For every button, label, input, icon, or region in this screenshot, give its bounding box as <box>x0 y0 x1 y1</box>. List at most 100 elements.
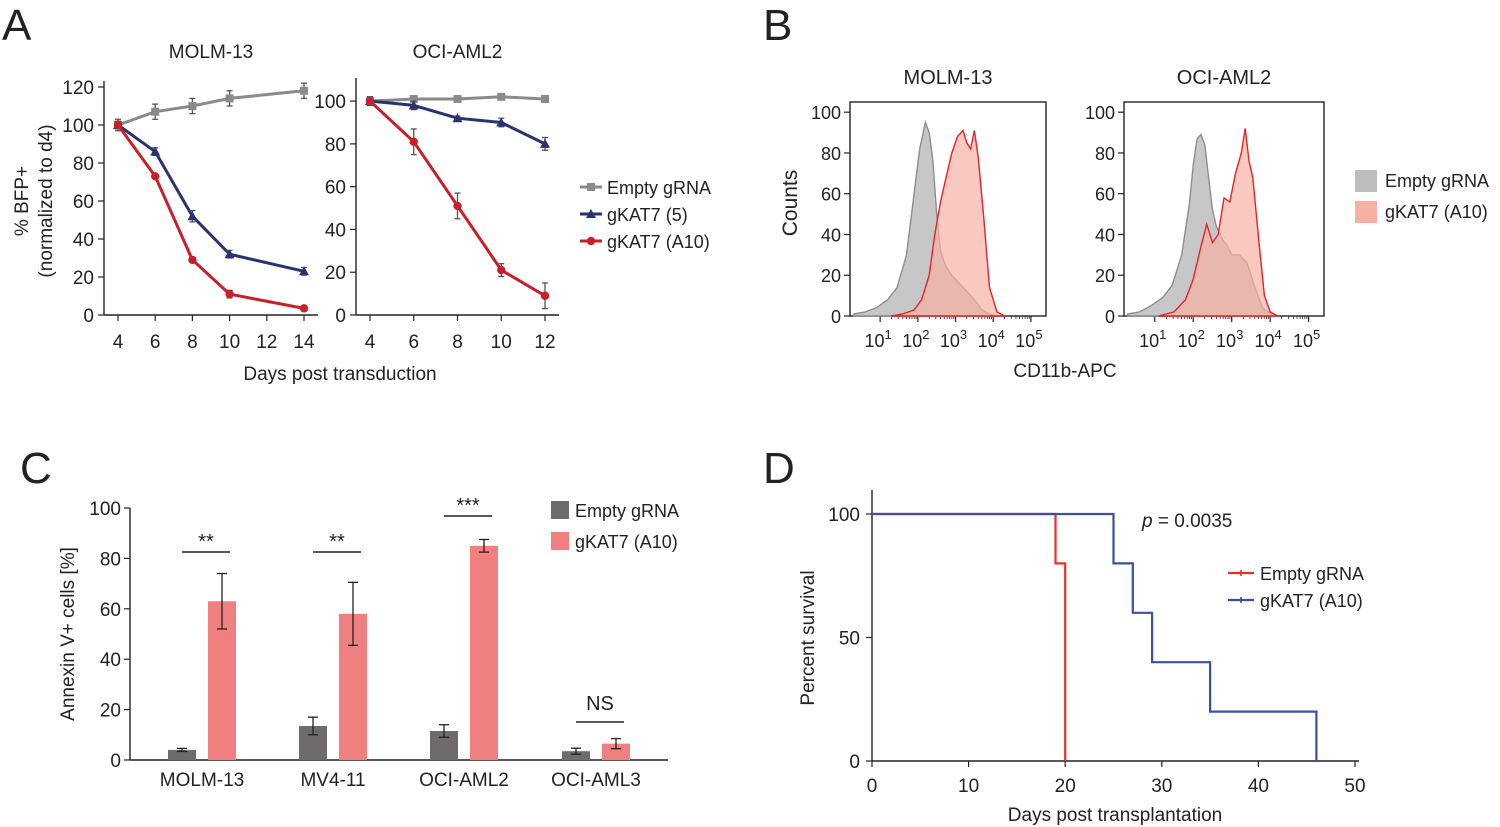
panel-a-ociaml2-plot: 4 6 8 10 12 0 20 40 60 80 100 OCI-AML2 <box>314 42 559 353</box>
x-tick-label: 101 <box>1139 327 1166 351</box>
legend-label: gKAT7 (5) <box>607 205 688 225</box>
data-point-triangle <box>540 138 550 148</box>
x-tick-base: 10 <box>1293 331 1313 351</box>
x-category-label: MV4-11 <box>300 770 365 791</box>
panel-c-bar-chart: 0 20 40 60 80 100 MOLM-13 ** MV4-11 ** OCI-AML2 ***… <box>89 495 668 791</box>
data-point-square <box>151 107 160 116</box>
x-tick-label: 50 <box>1344 776 1365 797</box>
data-point-square <box>497 92 506 101</box>
x-tick-exponent: 2 <box>1198 327 1205 342</box>
y-tick-label: 60 <box>325 178 346 199</box>
x-tick-exponent: 4 <box>1275 327 1282 342</box>
x-tick-base: 10 <box>1216 331 1236 351</box>
data-point-circle <box>365 96 375 106</box>
data-point-circle <box>453 201 462 211</box>
x-tick-exponent: 1 <box>885 327 892 342</box>
x-tick-label: 6 <box>150 332 161 353</box>
x-tick-label: 6 <box>408 332 419 353</box>
panel-letter-d: D <box>763 444 795 493</box>
y-tick-label: 0 <box>849 752 860 773</box>
data-point-circle <box>113 120 123 130</box>
legend-swatch <box>551 532 569 550</box>
significance-label: NS <box>586 693 614 715</box>
panel-a-molm13-plot: 4 6 8 10 12 14 0 20 40 60 80 100 120 MOLM-13 <box>62 42 318 353</box>
x-tick-label: 40 <box>1248 776 1269 797</box>
data-point-circle <box>497 265 506 275</box>
panel-d-legend: Empty gRNA gKAT7 (A10) <box>1228 564 1364 611</box>
x-tick-exponent: 3 <box>1236 327 1243 342</box>
data-point-triangle <box>408 100 419 110</box>
y-tick-label: 20 <box>1095 266 1115 286</box>
x-tick-base: 10 <box>940 331 960 351</box>
series-line <box>116 124 305 310</box>
x-tick-label: 12 <box>534 332 555 353</box>
survival-curve <box>872 512 1067 761</box>
bar <box>602 743 630 760</box>
y-tick-label: 0 <box>831 307 841 327</box>
legend-label: gKAT7 (A10) <box>1260 591 1363 611</box>
x-category-label: OCI-AML3 <box>551 770 641 791</box>
data-point-circle <box>225 289 234 299</box>
bar <box>470 545 498 760</box>
x-tick-label: 103 <box>1216 327 1243 351</box>
x-tick-label: 0 <box>867 776 878 797</box>
y-tick-label: 50 <box>839 629 860 650</box>
significance-label: ** <box>198 531 214 553</box>
x-tick-label: 104 <box>1255 327 1282 351</box>
legend-label: gKAT7 (A10) <box>1385 202 1488 222</box>
x-tick-label: 4 <box>113 332 124 353</box>
data-point-circle <box>151 172 160 181</box>
x-tick-base: 10 <box>1178 331 1198 351</box>
x-tick-label: 10 <box>219 332 240 353</box>
legend-swatch <box>1355 170 1377 192</box>
x-category-label: OCI-AML2 <box>419 770 509 791</box>
panel-d-ylabel: Percent survival <box>798 570 819 705</box>
x-tick-label: 8 <box>452 332 463 353</box>
y-tick-label: 20 <box>821 266 841 286</box>
data-point-square <box>225 94 234 103</box>
y-tick-label: 80 <box>1095 144 1115 164</box>
panel-d-pvalue-rest: = 0.0035 <box>1153 511 1233 532</box>
data-point-triangle <box>150 146 161 156</box>
x-tick-base: 10 <box>1255 331 1275 351</box>
panel-c: 0 20 40 60 80 100 MOLM-13 ** MV4-11 ** OCI-AML2 ***… <box>58 495 679 791</box>
survival-curve <box>872 512 1318 761</box>
panel-b-ylabel: Counts <box>779 170 802 237</box>
panel-b-legend: Empty gRNA gKAT7 (A10) <box>1355 170 1489 223</box>
data-point-circle <box>540 291 550 300</box>
y-tick-label: 100 <box>811 103 841 123</box>
series-line <box>117 89 305 127</box>
subplot-title: MOLM-13 <box>904 67 993 89</box>
y-tick-label: 60 <box>100 600 121 621</box>
x-tick-label: 103 <box>940 327 967 351</box>
y-tick-label: 100 <box>89 499 121 520</box>
legend-marker-circle <box>586 236 596 246</box>
data-point-square <box>541 94 549 103</box>
legend-label: Empty gRNA <box>1385 171 1489 191</box>
data-point-circle <box>409 137 418 146</box>
series-line <box>369 99 546 146</box>
legend-swatch <box>551 501 569 519</box>
panel-letter-c: C <box>20 444 52 493</box>
x-tick-exponent: 5 <box>1035 327 1042 342</box>
y-tick-label: 40 <box>73 230 94 251</box>
y-tick-label: 80 <box>325 135 346 156</box>
bar <box>562 751 590 760</box>
x-tick-label: 105 <box>1015 327 1042 351</box>
y-tick-label: 20 <box>73 268 94 289</box>
y-tick-label: 0 <box>110 751 121 772</box>
y-tick-label: 120 <box>62 78 94 99</box>
x-tick-label: 101 <box>865 327 892 351</box>
significance-label: *** <box>456 495 480 517</box>
data-point-square <box>409 94 418 103</box>
significance-label: ** <box>329 531 345 553</box>
y-tick-label: 40 <box>1095 225 1115 245</box>
y-tick-label: 80 <box>821 144 841 164</box>
x-tick-exponent: 2 <box>922 327 929 342</box>
x-tick-label: 104 <box>978 327 1005 351</box>
x-tick-label: 20 <box>1055 776 1076 797</box>
